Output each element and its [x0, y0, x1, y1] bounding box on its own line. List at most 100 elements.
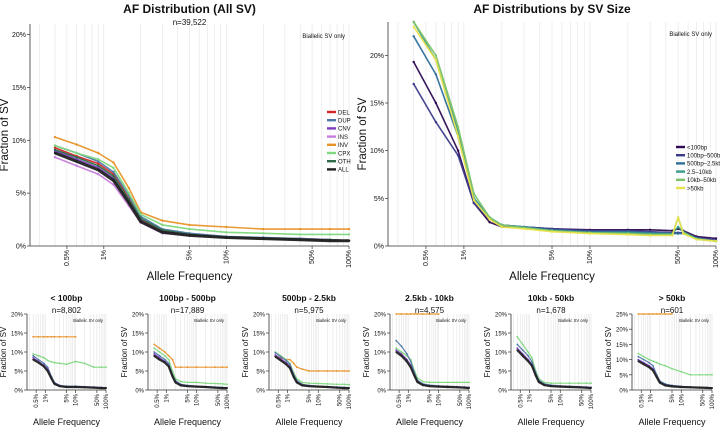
data-point — [274, 355, 277, 358]
data-point — [301, 381, 304, 384]
y-tick-label: 20% — [253, 313, 266, 319]
chart-subtitle: n=1,678 — [536, 306, 566, 315]
y-axis-label: Fraction of SV — [241, 326, 250, 377]
y-tick-label: 5% — [16, 191, 26, 198]
data-point — [100, 387, 103, 389]
x-tick-label: 5% — [186, 393, 192, 402]
x-axis-label: Allele Frequency — [638, 417, 706, 427]
data-point — [174, 381, 177, 384]
x-tick-label: 50% — [95, 393, 101, 406]
data-point — [658, 313, 661, 315]
data-point — [75, 143, 78, 146]
y-tick-label: 0% — [14, 389, 23, 395]
data-point — [204, 382, 207, 385]
data-point — [395, 347, 398, 350]
x-axis-label: Allele Frequency — [275, 417, 343, 427]
data-point — [434, 54, 438, 57]
data-point — [446, 386, 449, 388]
data-point — [65, 363, 68, 366]
x-tick-label: 1% — [164, 393, 170, 402]
data-point — [682, 232, 685, 235]
data-point — [637, 313, 640, 315]
data-point — [112, 179, 115, 182]
data-point — [559, 385, 562, 388]
data-point — [214, 382, 216, 385]
y-axis-label: Fraction of SV — [120, 326, 129, 377]
data-point — [648, 361, 650, 364]
data-point — [348, 387, 350, 389]
data-point — [295, 381, 298, 384]
data-point — [83, 362, 86, 365]
data-point — [456, 125, 460, 129]
data-point — [97, 158, 100, 161]
data-point — [167, 358, 170, 361]
data-point — [139, 220, 142, 223]
data-point — [43, 356, 45, 359]
data-point — [186, 381, 189, 384]
data-point — [531, 364, 533, 367]
data-point — [225, 225, 228, 229]
data-point — [648, 228, 652, 231]
y-tick-label: 10% — [132, 351, 145, 357]
data-point — [406, 313, 408, 315]
grid-lines — [397, 22, 717, 246]
data-point — [343, 387, 346, 389]
x-tick-label: 0.5% — [34, 393, 40, 407]
data-point — [74, 386, 77, 388]
legend-label: CPX — [338, 151, 350, 157]
data-point — [698, 373, 701, 376]
data-point — [527, 360, 529, 362]
data-point — [412, 20, 415, 24]
data-point — [472, 199, 476, 202]
data-point — [58, 385, 61, 388]
legend-label: CNV — [338, 127, 351, 133]
y-tick-label: 20% — [12, 32, 26, 39]
data-point — [642, 363, 645, 366]
y-tick-label: 20% — [370, 53, 384, 60]
legend-label: OTH — [338, 160, 351, 166]
legend: <100bp 100bp–500bp 500bp–2.5kb 2.5–10kb 10kb… — [676, 145, 720, 192]
data-point — [50, 361, 53, 363]
data-point — [75, 151, 78, 155]
data-point — [186, 385, 189, 388]
chart-title: > 50kb — [659, 293, 686, 303]
data-point — [112, 183, 115, 186]
data-point — [53, 144, 57, 147]
data-point — [32, 356, 35, 359]
data-point — [46, 366, 49, 369]
x-tick-label: 1% — [101, 250, 108, 260]
y-tick-label: 5% — [256, 370, 265, 376]
data-point — [521, 354, 524, 357]
data-point — [226, 387, 228, 389]
data-point — [676, 225, 680, 229]
data-point — [648, 358, 650, 361]
data-point — [53, 335, 56, 338]
data-point — [97, 160, 100, 163]
data-point — [74, 335, 77, 338]
data-point — [543, 384, 546, 386]
data-point — [400, 313, 403, 315]
data-point — [274, 351, 277, 354]
data-point — [46, 335, 49, 338]
y-tick-label: 0% — [256, 389, 265, 395]
chart-title: AF Distribution (All SV) — [123, 2, 256, 16]
data-point — [412, 60, 415, 64]
x-tick-label: 5% — [187, 250, 194, 260]
data-point — [527, 354, 529, 357]
data-point — [153, 347, 156, 350]
data-point — [652, 313, 654, 315]
data-point — [326, 383, 329, 385]
grid-lines — [392, 314, 470, 390]
data-point — [58, 335, 61, 338]
legend-label: INV — [338, 143, 348, 149]
data-point — [285, 363, 287, 366]
x-tick-label: 10% — [558, 393, 564, 406]
data-point — [100, 366, 103, 369]
data-point — [706, 373, 709, 376]
legend-label: DEL — [338, 110, 350, 116]
x-tick-label: 5% — [670, 393, 676, 402]
data-point — [714, 240, 718, 243]
y-tick-label: 10% — [253, 351, 266, 357]
data-point — [46, 370, 49, 372]
data-point — [488, 218, 491, 221]
